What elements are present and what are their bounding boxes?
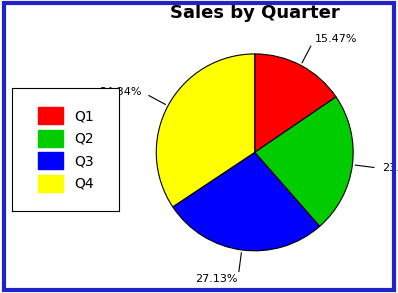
Wedge shape — [156, 54, 255, 207]
Legend: Q1, Q2, Q3, Q4: Q1, Q2, Q3, Q4 — [31, 100, 101, 199]
Text: 27.13%: 27.13% — [195, 274, 238, 284]
Text: 34.34%: 34.34% — [100, 87, 142, 97]
Text: 23.07%: 23.07% — [382, 163, 398, 173]
Text: 15.47%: 15.47% — [314, 34, 357, 44]
Wedge shape — [173, 152, 320, 251]
Wedge shape — [255, 97, 353, 226]
Title: Sales by Quarter: Sales by Quarter — [170, 4, 339, 22]
Wedge shape — [255, 54, 336, 152]
